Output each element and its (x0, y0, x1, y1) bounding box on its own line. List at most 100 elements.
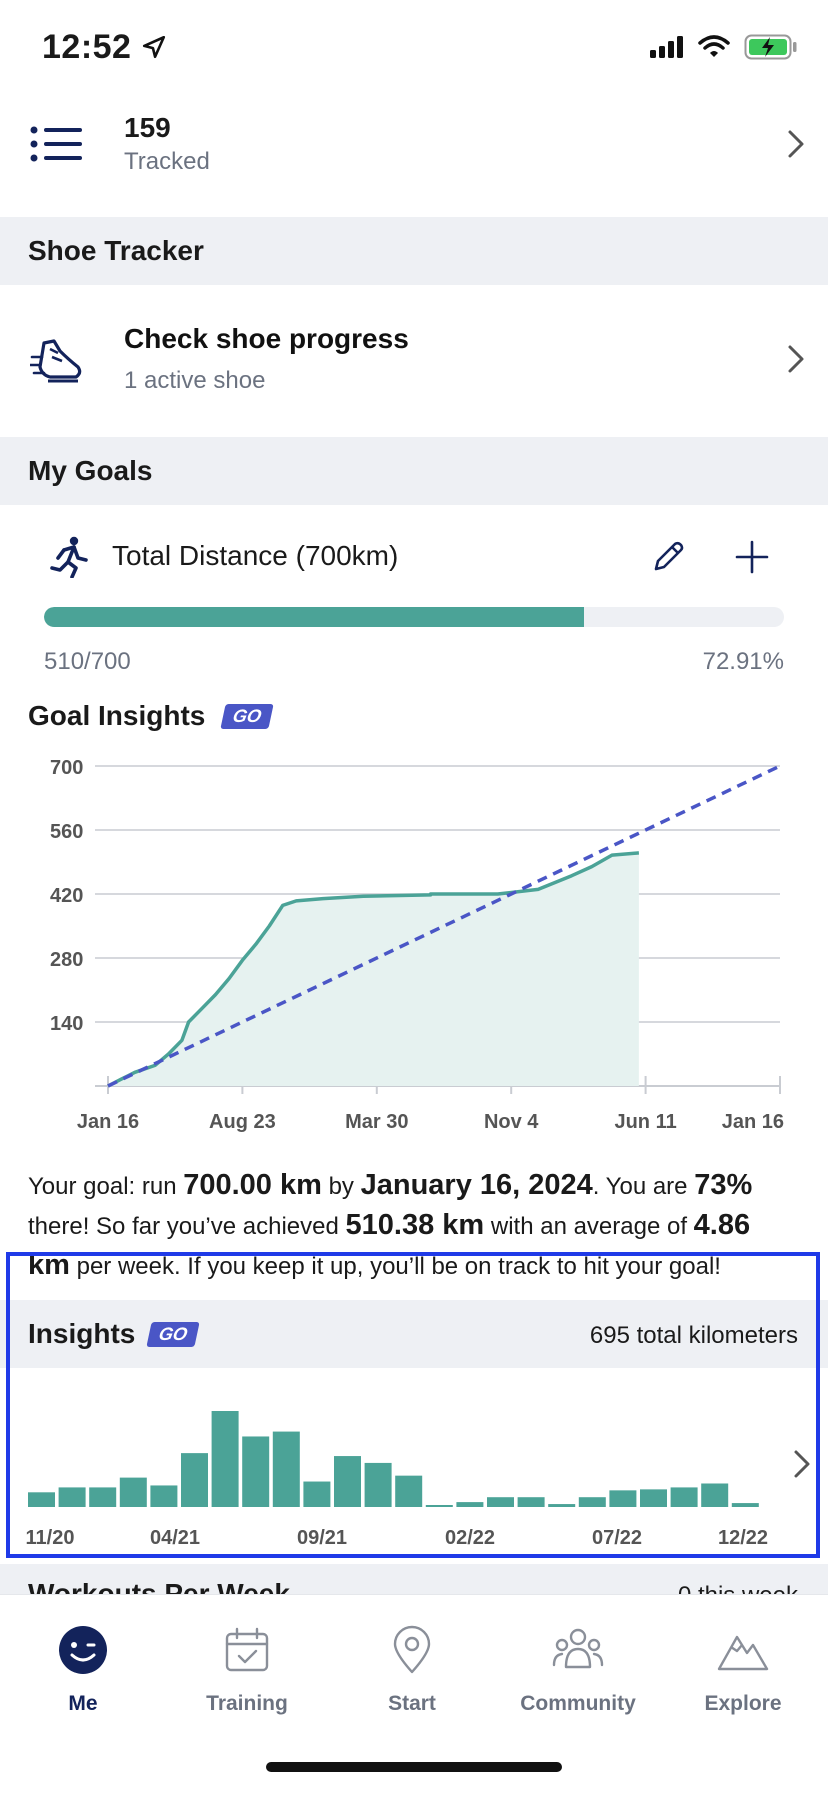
goal-summary-text: Your goal: run 700.00 km by January 16, … (28, 1166, 798, 1286)
pencil-icon[interactable] (650, 539, 686, 575)
tab-label: Start (388, 1692, 436, 1715)
x-tick-label: 04/21 (150, 1527, 200, 1549)
x-tick-label: Mar 30 (345, 1111, 408, 1133)
chevron-right-icon (788, 345, 804, 373)
x-tick-label: Jan 16 (77, 1111, 139, 1133)
insights-title: Insights (28, 1318, 136, 1349)
bar (28, 1492, 55, 1507)
goal-progress-percent: 72.91% (702, 648, 784, 675)
bar (150, 1485, 178, 1507)
section-title: Shoe Tracker (28, 235, 204, 266)
highlight-box (6, 1252, 820, 1558)
x-tick-label: Jun 11 (614, 1111, 676, 1133)
x-tick-label: Aug 23 (209, 1111, 276, 1133)
goal-insights-title: Goal Insights (28, 700, 206, 731)
progress-line (107, 851, 640, 1088)
bar (211, 1411, 239, 1507)
x-tick-label: 09/21 (297, 1527, 347, 1549)
bar (272, 1431, 300, 1507)
map-pin-icon (393, 1625, 431, 1674)
goal-percent: 73% (694, 1169, 753, 1201)
shoe-subtitle: 1 active shoe (124, 367, 266, 394)
tab-label: Community (520, 1692, 636, 1715)
bar (487, 1497, 514, 1507)
bar (609, 1490, 637, 1507)
chevron-right-icon (788, 130, 804, 158)
tracked-count: 159 (124, 112, 171, 143)
y-tick-label: 560 (50, 821, 83, 843)
goal-distance: 700.00 km (183, 1169, 322, 1201)
tab-label: Training (206, 1692, 288, 1715)
runner-icon (50, 536, 88, 578)
x-tick-label: 07/22 (592, 1527, 642, 1549)
y-tick-label: 700 (50, 757, 83, 779)
insights-heading: Insights GO (28, 1318, 201, 1350)
location-arrow-icon (143, 35, 166, 59)
bar (670, 1487, 698, 1507)
tab-me[interactable]: Me (8, 1625, 158, 1716)
x-tick-label: Jan 16 (722, 1111, 784, 1133)
goal-progress-bar (44, 607, 784, 627)
goal-text-segment: per week. If you keep it up, you’ll be o… (69, 1253, 721, 1280)
community-group-icon (552, 1628, 604, 1669)
tab-start[interactable]: Start (337, 1625, 487, 1716)
x-tick-label: 11/20 (26, 1527, 75, 1549)
y-tick-label: 280 (50, 949, 83, 971)
insights-header[interactable]: Insights GO 695 total kilometers (0, 1300, 828, 1368)
bar (119, 1477, 147, 1507)
tracked-label: Tracked (124, 148, 210, 175)
progress-area (108, 852, 639, 1086)
bar (456, 1502, 484, 1507)
y-tick-label: 420 (50, 885, 83, 907)
bar (640, 1489, 667, 1507)
goal-date: January 16, 2024 (360, 1169, 593, 1201)
tab-community[interactable]: Community (503, 1625, 653, 1716)
insights-bar-chart[interactable]: 11/20 04/21 09/21 02/22 07/22 12/22 (0, 1370, 828, 1550)
list-icon (30, 126, 82, 162)
bar (303, 1481, 331, 1507)
status-time: 12:52 (42, 28, 167, 67)
bar (517, 1497, 545, 1507)
goal-achieved: 510.38 km (345, 1209, 485, 1241)
bar (181, 1453, 208, 1507)
bar (731, 1503, 759, 1507)
bar (395, 1475, 423, 1507)
tracked-row[interactable]: 159 Tracked (0, 98, 828, 216)
tab-explore[interactable]: Explore (668, 1625, 818, 1716)
goal-progress-text: 510/700 (44, 648, 131, 675)
plus-icon[interactable] (734, 539, 770, 575)
goal-progress-fill (44, 607, 584, 627)
goal-text-segment: by (321, 1173, 361, 1200)
battery-charging-icon (744, 34, 797, 60)
running-shoe-icon (30, 339, 82, 383)
smiley-avatar-icon (59, 1626, 107, 1674)
goal-text-segment: . You are (592, 1173, 695, 1200)
x-tick-label: Nov 4 (484, 1111, 539, 1133)
mountain-icon (717, 1635, 769, 1671)
goal-text-segment: Your goal: run (28, 1173, 184, 1200)
wifi-icon (698, 35, 730, 57)
shoe-title: Check shoe progress (124, 323, 409, 354)
goal-title: Total Distance (700km) (112, 540, 399, 571)
bar (364, 1462, 392, 1507)
cellular-signal-icon (650, 36, 683, 58)
goal-text-segment: there! So far you’ve achieved (28, 1213, 346, 1240)
section-title: My Goals (28, 455, 153, 486)
tab-label: Me (68, 1692, 98, 1715)
bar (701, 1483, 729, 1507)
bar (425, 1505, 453, 1507)
shoe-progress-row[interactable]: Check shoe progress 1 active shoe (0, 285, 828, 435)
tab-training[interactable]: Training (172, 1625, 322, 1716)
target-line (107, 764, 781, 1088)
bar (58, 1487, 86, 1507)
y-tick-label: 140 (50, 1013, 83, 1035)
tab-bar: Me Training Start Community Explore (0, 1594, 828, 1793)
goal-text-segment: with an average of (484, 1213, 694, 1240)
calendar-check-icon (225, 1627, 269, 1672)
bar (548, 1504, 576, 1507)
go-badge: GO (220, 703, 275, 729)
chevron-right-icon[interactable] (792, 1448, 812, 1480)
x-tick-label: 12/22 (718, 1527, 768, 1549)
bar (89, 1487, 117, 1507)
bar (334, 1456, 361, 1507)
